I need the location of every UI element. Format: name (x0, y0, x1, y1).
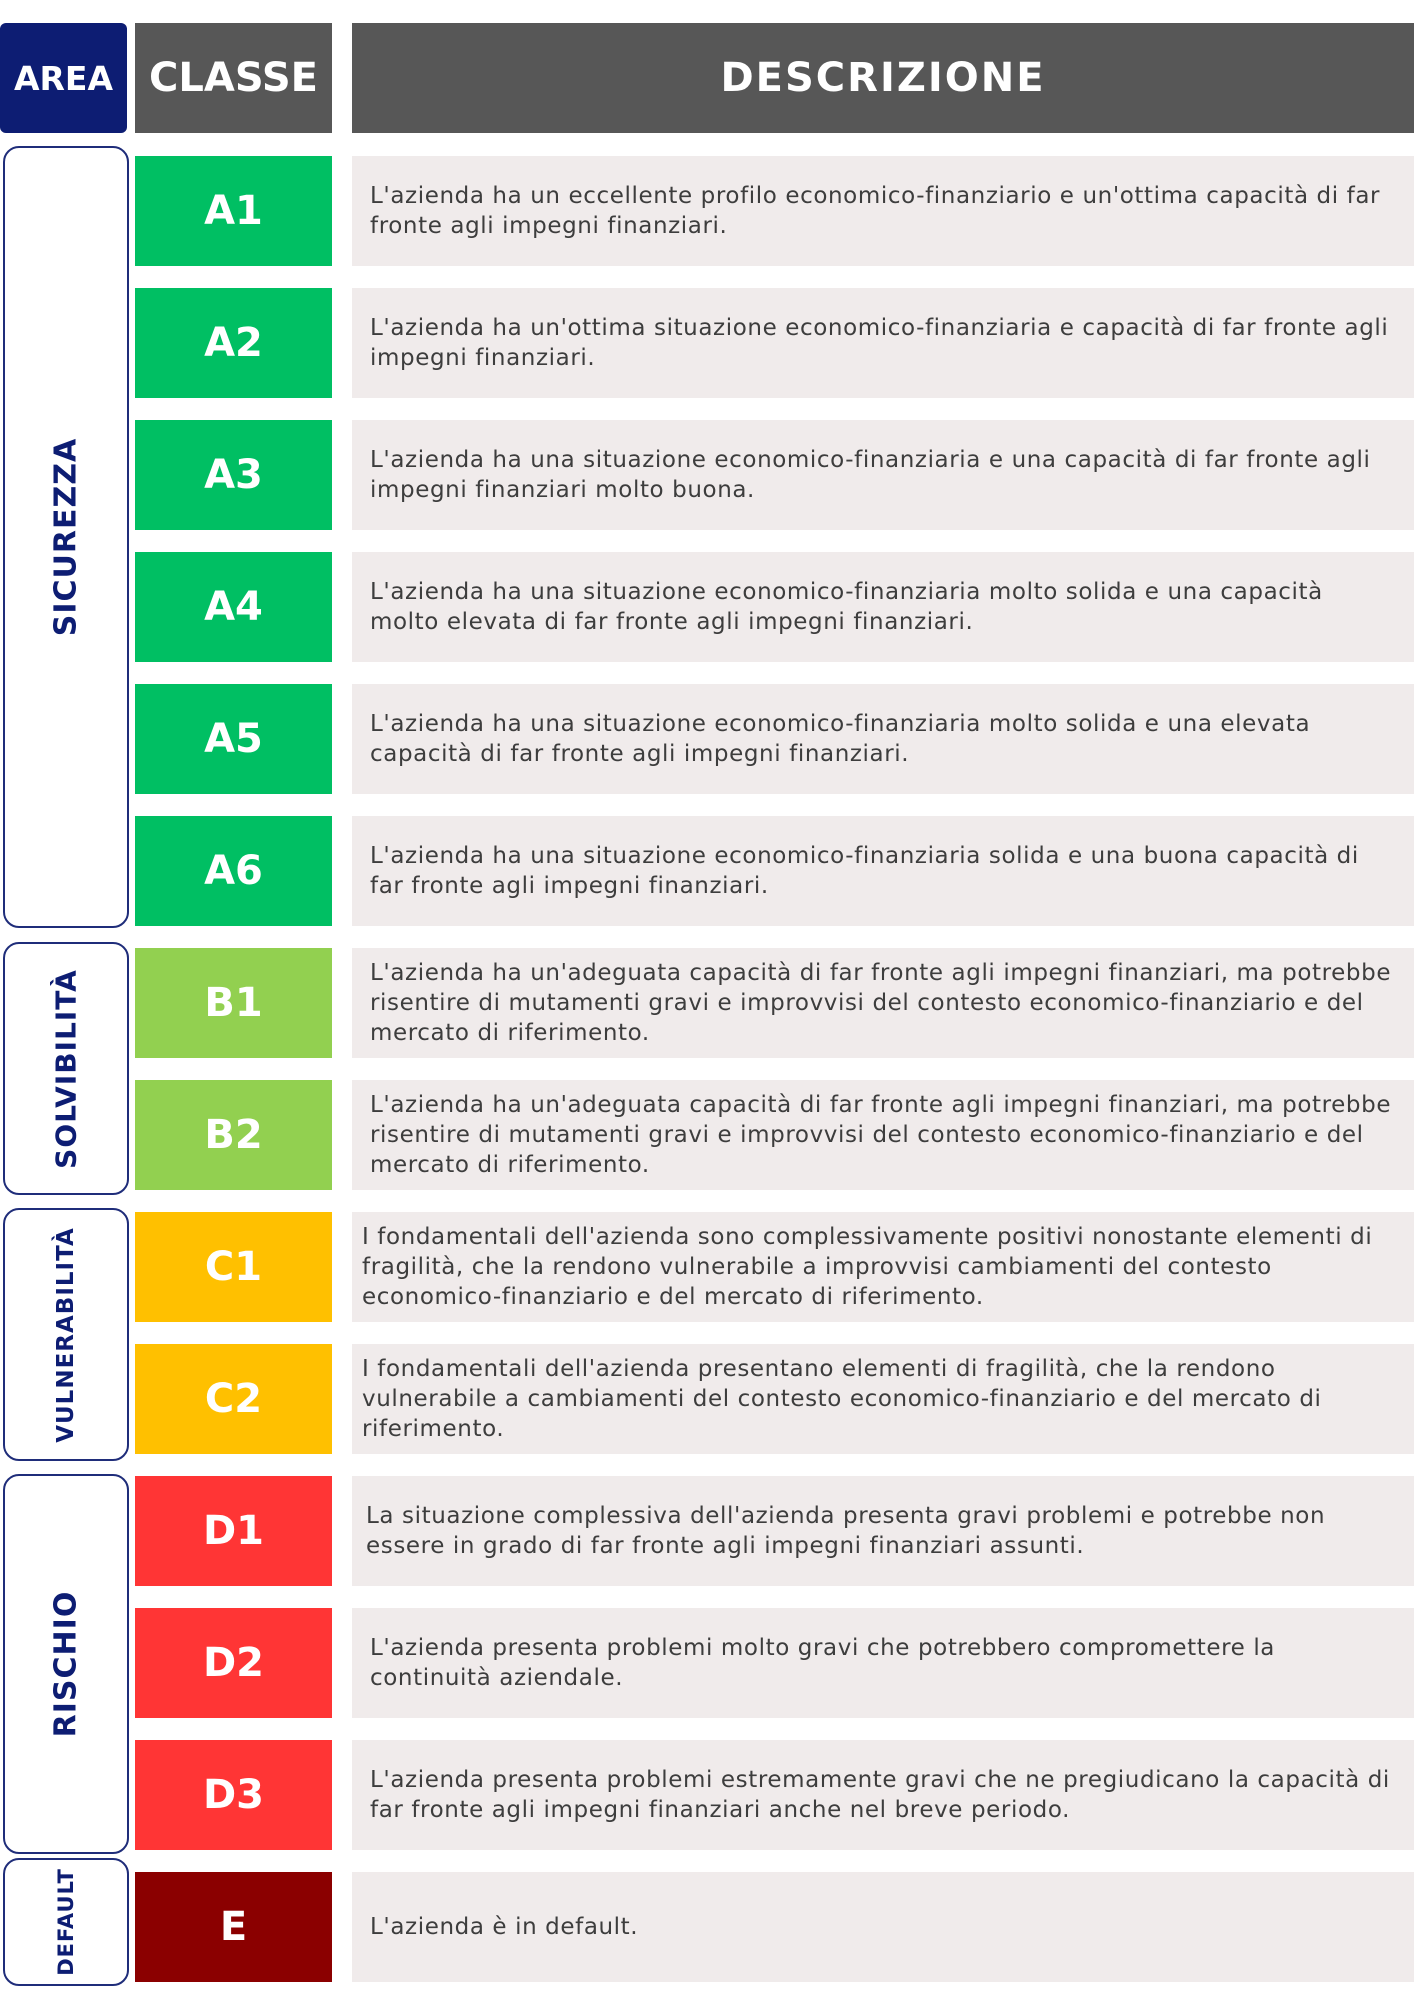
description-d1: La situazione complessiva dell'azienda p… (352, 1476, 1414, 1586)
description-text-c2: I fondamentali dell'azienda presentano e… (362, 1356, 1322, 1442)
area-default: DEFAULT (3, 1858, 129, 1986)
description-a4: L'azienda ha una situazione economico-fi… (352, 552, 1414, 662)
area-label-rischio: RISCHIO (48, 1590, 84, 1738)
description-text-d1: La situazione complessiva dell'azienda p… (366, 1503, 1326, 1559)
area-sicurezza: SICUREZZA (3, 146, 129, 928)
description-a3: L'azienda ha una situazione economico-fi… (352, 420, 1414, 530)
header-description: DESCRIZIONE (352, 23, 1414, 133)
class-a5: A5 (135, 684, 332, 794)
header-class: CLASSE (135, 23, 332, 133)
description-d2: L'azienda presenta problemi molto gravi … (352, 1608, 1414, 1718)
area-solvibilita: SOLVIBILITÀ (3, 942, 129, 1195)
description-text-a6: L'azienda ha una situazione economico-fi… (370, 843, 1359, 899)
description-text-a2: L'azienda ha un'ottima situazione econom… (370, 315, 1389, 371)
description-text-a1: L'azienda ha un eccellente profilo econo… (370, 183, 1381, 239)
class-b1: B1 (135, 948, 332, 1058)
class-a2: A2 (135, 288, 332, 398)
class-c1: C1 (135, 1212, 332, 1322)
description-a5: L'azienda ha una situazione economico-fi… (352, 684, 1414, 794)
description-a1: L'azienda ha un eccellente profilo econo… (352, 156, 1414, 266)
class-d3: D3 (135, 1740, 332, 1850)
class-d1: D1 (135, 1476, 332, 1586)
description-text-a5: L'azienda ha una situazione economico-fi… (370, 711, 1311, 767)
class-b2: B2 (135, 1080, 332, 1190)
description-text-d3: L'azienda presenta problemi estremamente… (370, 1767, 1390, 1823)
description-text-e: L'azienda è in default. (370, 1914, 639, 1940)
description-text-b2: L'azienda ha un'adeguata capacità di far… (370, 1092, 1392, 1178)
class-a1: A1 (135, 156, 332, 266)
class-d2: D2 (135, 1608, 332, 1718)
description-a2: L'azienda ha un'ottima situazione econom… (352, 288, 1414, 398)
class-a6: A6 (135, 816, 332, 926)
description-text-d2: L'azienda presenta problemi molto gravi … (370, 1635, 1275, 1691)
area-label-solvibilita: SOLVIBILITÀ (49, 968, 83, 1169)
class-a3: A3 (135, 420, 332, 530)
description-e: L'azienda è in default. (352, 1872, 1414, 1982)
area-label-default: DEFAULT (54, 1868, 78, 1976)
area-label-vulnerabilita: VULNERABILITÀ (53, 1226, 79, 1443)
description-text-a3: L'azienda ha una situazione economico-fi… (370, 447, 1371, 503)
area-vulnerabilita: VULNERABILITÀ (3, 1208, 129, 1461)
description-text-a4: L'azienda ha una situazione economico-fi… (370, 579, 1323, 635)
class-a4: A4 (135, 552, 332, 662)
area-label-sicurezza: SICUREZZA (48, 437, 84, 637)
description-c2: I fondamentali dell'azienda presentano e… (352, 1344, 1414, 1454)
description-d3: L'azienda presenta problemi estremamente… (352, 1740, 1414, 1850)
description-b2: L'azienda ha un'adeguata capacità di far… (352, 1080, 1414, 1190)
description-c1: I fondamentali dell'azienda sono comples… (352, 1212, 1414, 1322)
class-e: E (135, 1872, 332, 1982)
header-area: AREA (0, 23, 127, 133)
description-text-c1: I fondamentali dell'azienda sono comples… (362, 1224, 1373, 1310)
class-c2: C2 (135, 1344, 332, 1454)
description-text-b1: L'azienda ha un'adeguata capacità di far… (370, 960, 1392, 1046)
description-b1: L'azienda ha un'adeguata capacità di far… (352, 948, 1414, 1058)
area-rischio: RISCHIO (3, 1474, 129, 1854)
description-a6: L'azienda ha una situazione economico-fi… (352, 816, 1414, 926)
